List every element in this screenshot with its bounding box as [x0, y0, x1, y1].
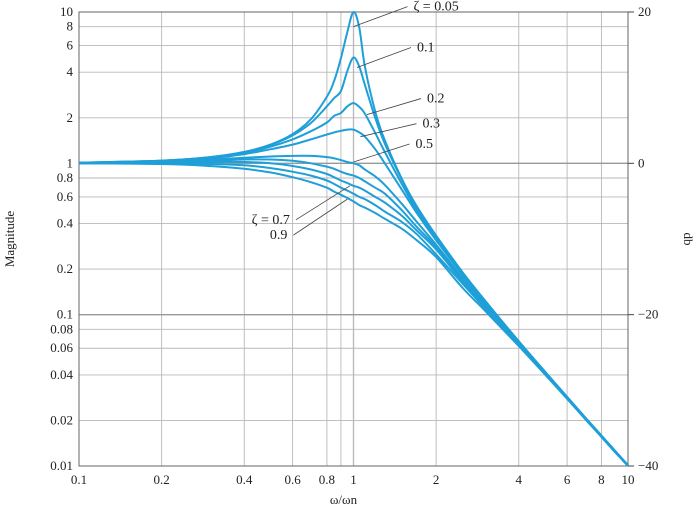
y-tick-label: 0.2	[57, 261, 73, 276]
y-tick-label: 0.06	[50, 340, 73, 355]
x-tick-label: 4	[516, 472, 523, 487]
x-tick-label: 0.1	[71, 472, 87, 487]
x-tick-label: 1	[350, 472, 357, 487]
y-tick-label: 10	[60, 4, 73, 19]
y-tick-label: 0.1	[57, 307, 73, 322]
annotation-label: 0.9	[270, 228, 288, 243]
annotation-leader	[356, 47, 412, 68]
x-tick-labels: 0.1 0.2 0.4 0.6 0.8 1 2 4 6 8 10	[71, 472, 635, 487]
db-tick-labels: 20 0 −20 −40	[628, 4, 658, 473]
annotation-leader	[353, 6, 408, 28]
y-axis-label: Magnitude	[2, 211, 17, 268]
annotation-label: ζ = 0.05	[414, 0, 459, 15]
x-tick-label: 2	[433, 472, 440, 487]
db-tick-label: −20	[638, 307, 658, 322]
annotation-leader	[295, 185, 351, 221]
db-axis-label: db	[681, 233, 696, 246]
x-axis-label: ω/ωn	[330, 492, 358, 507]
x-tick-label: 0.4	[236, 472, 253, 487]
annotation-leader	[293, 198, 348, 236]
annotation-leader	[353, 143, 410, 163]
annotation-label: ζ = 0.7	[252, 213, 290, 228]
y-tick-label: 0.08	[50, 321, 73, 336]
y-tick-label: 0.04	[50, 367, 73, 382]
y-tick-label: 0.6	[57, 189, 74, 204]
x-tick-label: 8	[598, 472, 605, 487]
x-tick-label: 6	[564, 472, 571, 487]
x-tick-label: 10	[622, 472, 635, 487]
db-tick-label: 0	[638, 155, 645, 170]
grid	[78, 11, 629, 467]
annotation-leader	[360, 123, 417, 138]
db-tick-label: 20	[638, 4, 651, 19]
y-tick-label: 1	[67, 155, 74, 170]
y-tick-label: 0.4	[57, 216, 74, 231]
response-curve-zeta-0.9	[78, 162, 629, 467]
annotation-label: 0.2	[427, 92, 445, 107]
y-tick-label: 2	[67, 110, 74, 125]
y-tick-labels: 108 6 4 2 10.8 0.6 0.4 0.2 0.10.08 0.06 0.04 0.02 0.…	[50, 4, 73, 473]
annotation-label: 0.1	[417, 40, 435, 55]
curves	[78, 11, 629, 467]
x-tick-label: 0.2	[154, 472, 170, 487]
annotations: ζ = 0.05 0.1 0.2 0.3 0.5 ζ = 0.70.9	[252, 0, 459, 243]
y-tick-label: 0.01	[50, 458, 73, 473]
annotation-label: 0.3	[422, 117, 440, 132]
y-tick-label: 0.02	[50, 412, 73, 427]
y-tick-label: 0.8	[57, 170, 73, 185]
db-tick-label: −40	[638, 458, 658, 473]
annotation-leader	[366, 98, 422, 115]
y-tick-label: 4	[67, 64, 74, 79]
y-tick-label: 6	[67, 38, 74, 53]
x-tick-label: 0.6	[284, 472, 301, 487]
annotation-label: 0.5	[416, 137, 434, 152]
y-tick-label: 8	[67, 19, 74, 34]
x-tick-label: 0.8	[319, 472, 335, 487]
